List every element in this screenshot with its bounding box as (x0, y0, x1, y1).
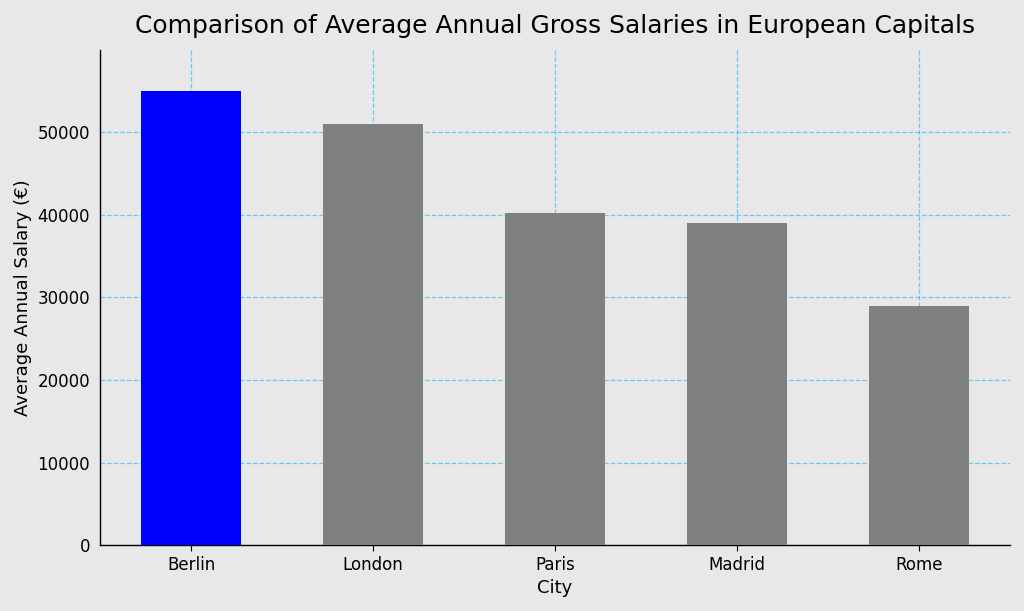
Bar (141, 91, 242, 545)
Title: Comparison of Average Annual Gross Salaries in European Capitals: Comparison of Average Annual Gross Salar… (135, 14, 975, 38)
X-axis label: City: City (538, 579, 572, 597)
Bar (323, 124, 423, 545)
Bar (505, 213, 605, 545)
Bar (687, 223, 786, 545)
Bar (868, 306, 969, 545)
Y-axis label: Average Annual Salary (€): Average Annual Salary (€) (14, 179, 32, 415)
